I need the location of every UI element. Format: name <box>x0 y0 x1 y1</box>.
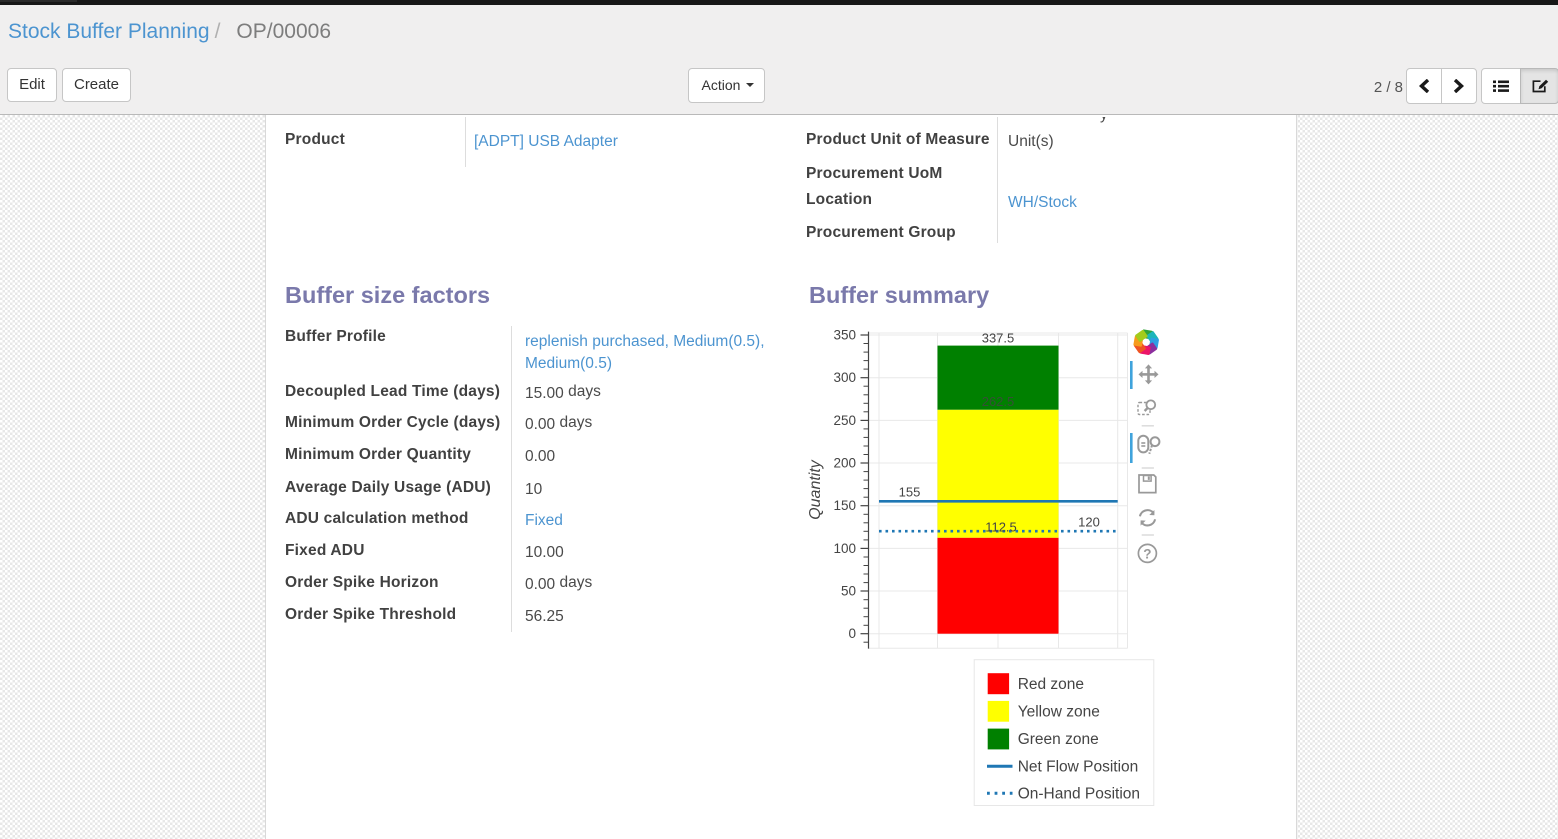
svg-text:300: 300 <box>833 370 856 385</box>
svg-text:250: 250 <box>833 413 856 428</box>
svg-text:112.5: 112.5 <box>985 520 1017 535</box>
svg-text:Quantity: Quantity <box>807 459 824 520</box>
svg-text:262.5: 262.5 <box>982 394 1015 409</box>
svg-text:350: 350 <box>833 328 856 343</box>
svg-text:155: 155 <box>899 485 921 500</box>
svg-text:?: ? <box>1143 547 1151 562</box>
svg-text:Net Flow Position: Net Flow Position <box>1018 759 1139 776</box>
svg-text:0: 0 <box>848 626 856 641</box>
svg-text:On-Hand Position: On-Hand Position <box>1018 786 1140 803</box>
svg-text:120: 120 <box>1078 515 1100 530</box>
svg-text:Yellow zone: Yellow zone <box>1018 704 1100 721</box>
svg-text:200: 200 <box>833 456 856 471</box>
svg-text:Green zone: Green zone <box>1018 731 1099 748</box>
svg-text:337.5: 337.5 <box>982 331 1015 346</box>
svg-text:150: 150 <box>833 498 856 513</box>
svg-text:100: 100 <box>833 541 856 556</box>
svg-text:50: 50 <box>841 584 856 599</box>
svg-text:Red zone: Red zone <box>1018 676 1084 693</box>
